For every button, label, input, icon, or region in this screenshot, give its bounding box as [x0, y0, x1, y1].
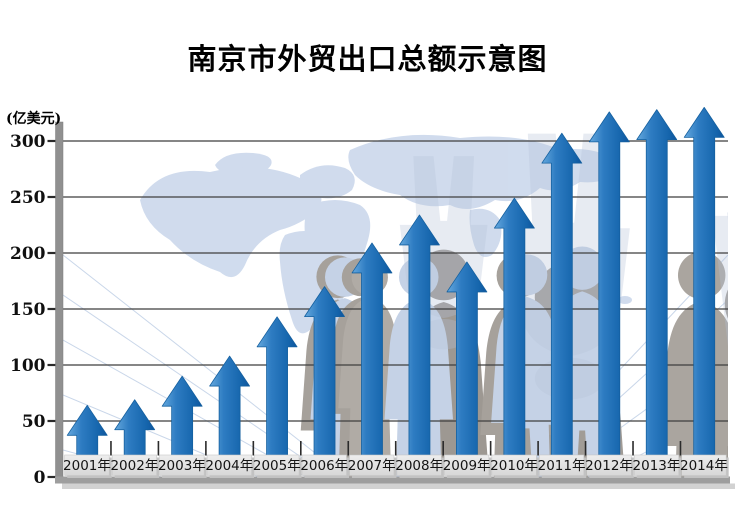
y-tick-label-150: 150 [10, 300, 46, 320]
y-tick-label-200: 200 [10, 244, 46, 264]
chart-title: 南京市外贸出口总额示意图 [187, 42, 548, 76]
x-tick-mark [442, 441, 444, 456]
category-box [349, 454, 395, 476]
category-box [301, 454, 347, 476]
category-box [396, 454, 442, 476]
x-tick-label-2002年: 2002年 [110, 458, 158, 474]
x-tick-label-2009年: 2009年 [443, 458, 491, 474]
category-box [586, 454, 632, 476]
x-tick-label-2005年: 2005年 [253, 458, 301, 474]
category-box [159, 454, 205, 476]
category-box [633, 454, 680, 476]
bar-2004年 [209, 355, 251, 473]
x-tick-label-2001年: 2001年 [63, 458, 111, 474]
bar-2005年 [256, 316, 298, 473]
y-axis-unit-label: (亿美元) [6, 111, 62, 127]
y-tick-label-0: 0 [34, 468, 46, 488]
x-tick-mark [157, 441, 160, 456]
x-axis-baseline [55, 476, 730, 484]
x-tick-mark [537, 441, 539, 456]
category-box [254, 454, 300, 476]
x-axis-labels: 2001年 2002年 2003年 2004年 2005年 2006年 2007年 2008年… [63, 441, 729, 478]
x-tick-mark [110, 441, 112, 456]
x-tick-mark [205, 441, 207, 456]
x-tick-label-2011年: 2011年 [538, 458, 586, 474]
y-tick-mark-100 [47, 363, 56, 367]
bars [66, 107, 725, 473]
x-tick-mark [584, 441, 587, 456]
x-tick-mark [394, 441, 397, 456]
y-tick-mark-300 [47, 139, 56, 143]
x-tick-label-2004年: 2004年 [205, 458, 253, 474]
x-tick-label-2006年: 2006年 [300, 458, 348, 474]
x-tick-label-2012年: 2012年 [585, 458, 633, 474]
x-tick-label-2008年: 2008年 [395, 458, 443, 474]
x-tick-label-2007年: 2007年 [348, 458, 396, 474]
y-axis-line [55, 121, 64, 483]
y-tick-mark-150 [47, 307, 56, 311]
background-art [63, 0, 735, 477]
category-box [491, 454, 537, 476]
y-tick-label-100: 100 [10, 356, 46, 376]
x-tick-mark [679, 441, 682, 456]
x-tick-mark [347, 441, 350, 456]
x-tick-label-2014年: 2014年 [680, 458, 728, 474]
x-tick-label-2010年: 2010年 [490, 458, 538, 474]
category-box [538, 454, 585, 476]
person-reflection-art [727, 139, 735, 344]
y-tick-mark-200 [47, 251, 56, 255]
y-tick-label-250: 250 [10, 188, 46, 208]
category-box [206, 454, 252, 476]
x-axis-baseline-shadow [62, 483, 735, 489]
x-tick-mark [632, 441, 634, 456]
category-box [64, 454, 110, 476]
y-tick-label-50: 50 [22, 412, 46, 432]
y-tick-mark-250 [47, 195, 56, 199]
x-tick-mark [252, 441, 255, 456]
y-tick-mark-0 [47, 475, 56, 479]
x-tick-mark [489, 441, 492, 456]
x-tick-label-2003年: 2003年 [158, 458, 206, 474]
y-tick-mark-50 [47, 419, 56, 423]
x-tick-label-2013年: 2013年 [633, 458, 681, 474]
category-box [444, 454, 490, 476]
category-box [681, 454, 727, 476]
x-tick-mark [300, 441, 302, 456]
category-box [111, 454, 157, 476]
y-tick-label-300: 300 [10, 132, 46, 152]
